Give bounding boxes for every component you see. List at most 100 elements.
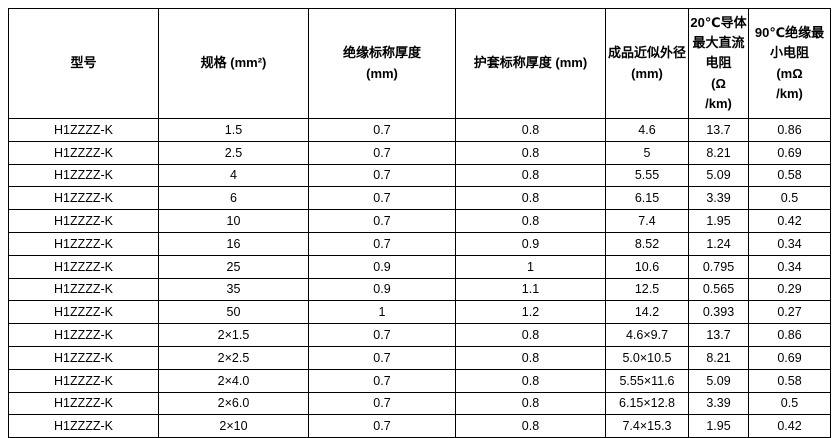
table-cell: 0.8 [455,391,606,416]
table-cell: 0.565 [688,277,749,302]
table-cell: 25 [158,254,309,279]
table-cell: 0.393 [688,300,749,325]
table-row: H1ZZZZ-K 2×2.5 0.7 0.8 5.0×10.5 8.21 0.69 [8,345,831,370]
table-row: H1ZZZZ-K 10 0.7 0.8 7.4 1.95 0.42 [8,209,831,233]
table-cell: 0.5 [748,391,831,416]
table-cell: 4 [158,163,309,188]
header-insulation-thickness: 绝缘标称厚度 (mm) [308,8,456,119]
table-cell: 0.8 [455,163,606,188]
table-cell: 1.95 [688,414,749,438]
table-cell: 5 [605,140,689,165]
table-cell: 8.21 [688,140,749,165]
table-cell: 2×10 [158,414,309,438]
table-header: 型号 规格 (mm²) 绝缘标称厚度 (mm) 护套标称厚度 (mm) 成品近似… [8,8,831,119]
table-cell: 6.15 [605,186,689,211]
table-cell: 0.9 [455,231,606,256]
table-cell: 5.55×11.6 [605,368,689,393]
table-cell: 1 [308,300,456,325]
table-cell: 10 [158,209,309,233]
table-cell: 4.6×9.7 [605,323,689,347]
table-cell: 0.8 [455,414,606,438]
table-cell: 0.7 [308,391,456,416]
table-cell: 0.7 [308,414,456,438]
table-cell: H1ZZZZ-K [8,391,159,416]
table-cell: 7.4 [605,209,689,233]
table-cell: 10.6 [605,254,689,279]
header-dc-resistance-20c: 20℃导体 最大直流 电阻 (Ω /km) [688,8,749,119]
table-cell: 13.7 [688,118,749,142]
table-cell: 1.5 [158,118,309,142]
table-row: H1ZZZZ-K 16 0.7 0.9 8.52 1.24 0.34 [8,231,831,256]
table-cell: 0.27 [748,300,831,325]
table-cell: 0.7 [308,186,456,211]
table-row: H1ZZZZ-K 1.5 0.7 0.8 4.6 13.7 0.86 [8,118,831,142]
table-cell: 0.8 [455,140,606,165]
table-body: H1ZZZZ-K 1.5 0.7 0.8 4.6 13.7 0.86 H1ZZZZ-K 2.5 0… [8,118,831,438]
table-cell: 0.86 [748,323,831,347]
table-cell: 12.5 [605,277,689,302]
table-cell: 50 [158,300,309,325]
table-cell: 13.7 [688,323,749,347]
table-cell: 2.5 [158,140,309,165]
table-cell: H1ZZZZ-K [8,323,159,347]
table-row: H1ZZZZ-K 2×4.0 0.7 0.8 5.55×11.6 5.09 0.58 [8,368,831,393]
table-cell: 0.795 [688,254,749,279]
table-cell: 0.7 [308,209,456,233]
table-row: H1ZZZZ-K 25 0.9 1 10.6 0.795 0.34 [8,254,831,279]
table-cell: 0.8 [455,186,606,211]
table-cell: 35 [158,277,309,302]
table-cell: 7.4×15.3 [605,414,689,438]
table-cell: 1.24 [688,231,749,256]
table-cell: H1ZZZZ-K [8,254,159,279]
table-row: H1ZZZZ-K 2×1.5 0.7 0.8 4.6×9.7 13.7 0.86 [8,323,831,347]
table-cell: 2×1.5 [158,323,309,347]
header-model: 型号 [8,8,159,119]
header-insulation-resistance-90c: 90℃绝缘最 小电阻 (mΩ /km) [748,8,831,119]
table-cell: 0.7 [308,345,456,370]
table-cell: H1ZZZZ-K [8,345,159,370]
table-cell: 0.8 [455,323,606,347]
table-cell: 4.6 [605,118,689,142]
table-cell: 0.7 [308,231,456,256]
table-cell: 0.58 [748,163,831,188]
table-cell: 1.95 [688,209,749,233]
table-cell: H1ZZZZ-K [8,231,159,256]
table-cell: 8.52 [605,231,689,256]
table-cell: 14.2 [605,300,689,325]
table-cell: 0.42 [748,414,831,438]
table-row: H1ZZZZ-K 6 0.7 0.8 6.15 3.39 0.5 [8,186,831,211]
table-cell: 1.2 [455,300,606,325]
table-cell: 16 [158,231,309,256]
table-cell: 0.58 [748,368,831,393]
table-cell: 0.86 [748,118,831,142]
table-cell: 0.69 [748,345,831,370]
table-row: H1ZZZZ-K 2×6.0 0.7 0.8 6.15×12.8 3.39 0.5 [8,391,831,416]
table-cell: H1ZZZZ-K [8,414,159,438]
table-cell: H1ZZZZ-K [8,118,159,142]
table-cell: 0.8 [455,368,606,393]
header-spec: 规格 (mm²) [158,8,309,119]
table-cell: H1ZZZZ-K [8,209,159,233]
table-cell: 5.0×10.5 [605,345,689,370]
table-cell: 0.7 [308,140,456,165]
table-row: H1ZZZZ-K 50 1 1.2 14.2 0.393 0.27 [8,300,831,325]
table-cell: 2×2.5 [158,345,309,370]
table-row: H1ZZZZ-K 2.5 0.7 0.8 5 8.21 0.69 [8,140,831,165]
table-cell: H1ZZZZ-K [8,300,159,325]
header-sheath-thickness: 护套标称厚度 (mm) [455,8,606,119]
table-cell: H1ZZZZ-K [8,277,159,302]
table-row: H1ZZZZ-K 4 0.7 0.8 5.55 5.09 0.58 [8,163,831,188]
table-cell: 6.15×12.8 [605,391,689,416]
table-cell: 0.69 [748,140,831,165]
table-cell: 0.9 [308,254,456,279]
table-cell: 1 [455,254,606,279]
table-cell: 0.7 [308,118,456,142]
spec-sheet: 型号 规格 (mm²) 绝缘标称厚度 (mm) 护套标称厚度 (mm) 成品近似… [8,8,831,438]
table-cell: 0.8 [455,118,606,142]
table-cell: 1.1 [455,277,606,302]
table-cell: 0.29 [748,277,831,302]
table-cell: 3.39 [688,391,749,416]
table-cell: H1ZZZZ-K [8,163,159,188]
table-row: H1ZZZZ-K 35 0.9 1.1 12.5 0.565 0.29 [8,277,831,302]
table-cell: 2×6.0 [158,391,309,416]
